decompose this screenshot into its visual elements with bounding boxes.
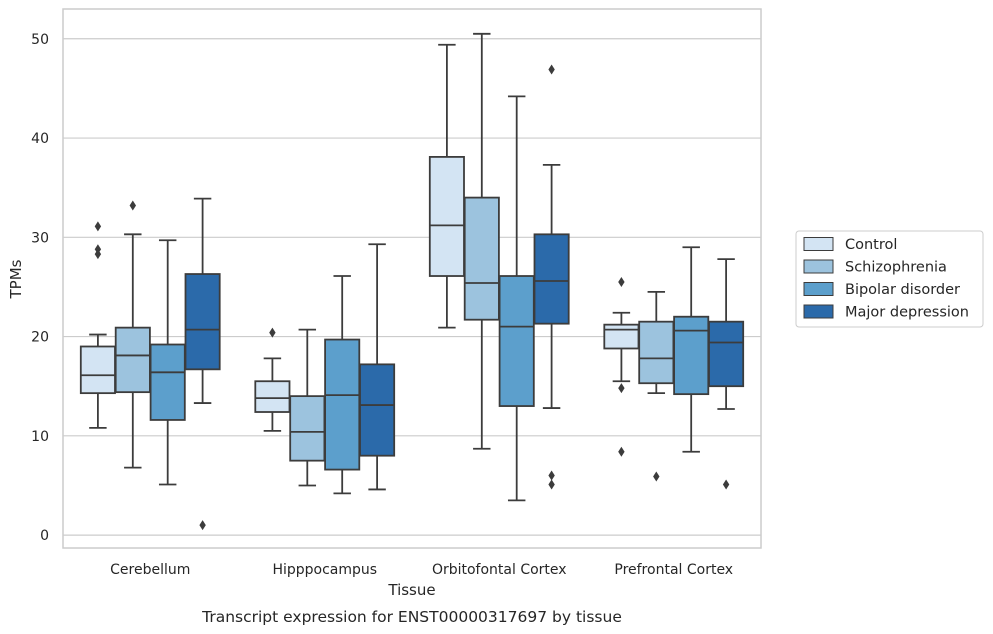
outlier-point bbox=[722, 479, 730, 490]
outlier-point bbox=[129, 200, 136, 211]
outlier-point bbox=[548, 64, 555, 75]
x-tick-label: Orbitofontal Cortex bbox=[432, 562, 567, 578]
iqr-box bbox=[289, 395, 326, 462]
y-gridlines bbox=[63, 38, 761, 536]
y-tick-label: 30 bbox=[31, 230, 49, 246]
y-axis-label: TPMs bbox=[7, 259, 25, 299]
y-tick-label: 0 bbox=[40, 528, 49, 544]
y-tick-label: 10 bbox=[31, 429, 49, 445]
legend: Control Schizophrenia Bipolar disorder Majo… bbox=[795, 230, 984, 328]
x-tick-label: Prefrontal Cortex bbox=[614, 562, 733, 578]
box-group bbox=[184, 197, 221, 531]
x-tick-labels: Cerebellum Hipppocampus Orbitofontal Corte… bbox=[110, 562, 733, 578]
iqr-box bbox=[673, 315, 710, 396]
outlier-point bbox=[269, 327, 276, 338]
box-group bbox=[533, 64, 570, 490]
outlier-point bbox=[618, 446, 625, 457]
outlier-point bbox=[618, 383, 625, 394]
box-group bbox=[638, 291, 675, 482]
box-group bbox=[428, 43, 465, 329]
x-axis-label: Tissue bbox=[387, 581, 435, 599]
iqr-box bbox=[603, 323, 640, 350]
box-group bbox=[324, 275, 361, 495]
legend-label: Bipolar disorder bbox=[845, 282, 960, 298]
box-group bbox=[463, 32, 500, 450]
legend-swatch bbox=[803, 304, 834, 319]
plot-frame bbox=[62, 8, 762, 549]
chart-caption: Transcript expression for ENST0000031769… bbox=[201, 608, 622, 626]
y-tick-label: 40 bbox=[31, 131, 49, 147]
iqr-box bbox=[79, 345, 116, 395]
iqr-box bbox=[324, 338, 361, 471]
box-group bbox=[359, 243, 396, 491]
legend-frame bbox=[795, 230, 984, 328]
outlier-point bbox=[548, 479, 555, 490]
box-group bbox=[673, 246, 710, 453]
iqr-box bbox=[428, 156, 465, 277]
x-tick-label: Hipppocampus bbox=[272, 562, 377, 578]
iqr-box bbox=[533, 233, 570, 325]
outlier-point bbox=[94, 221, 102, 232]
plot-background bbox=[63, 9, 761, 548]
legend-swatch bbox=[803, 259, 834, 274]
legend-swatch bbox=[803, 282, 834, 296]
iqr-box bbox=[359, 363, 396, 457]
iqr-box bbox=[254, 380, 291, 413]
y-tick-label: 50 bbox=[31, 32, 49, 48]
legend-label: Schizophrenia bbox=[845, 260, 947, 276]
outlier-point bbox=[548, 470, 555, 481]
iqr-box bbox=[114, 326, 151, 394]
y-tick-label: 20 bbox=[31, 330, 49, 346]
outlier-point bbox=[618, 276, 625, 287]
outlier-point bbox=[653, 471, 660, 482]
iqr-box bbox=[149, 343, 186, 421]
legend-swatch bbox=[803, 237, 834, 251]
legend-label: Major depression bbox=[845, 305, 969, 321]
iqr-box bbox=[463, 196, 500, 321]
iqr-box bbox=[638, 320, 675, 385]
iqr-box bbox=[498, 275, 535, 407]
box-series bbox=[79, 32, 745, 531]
outlier-point bbox=[94, 244, 102, 255]
box-group bbox=[603, 276, 640, 457]
box-group bbox=[708, 258, 745, 490]
y-tick-labels: 0 10 20 30 40 50 bbox=[31, 32, 49, 544]
iqr-box bbox=[708, 320, 745, 388]
x-tick-label: Cerebellum bbox=[110, 562, 190, 578]
outlier-point bbox=[199, 520, 206, 531]
box-group bbox=[498, 95, 535, 502]
legend-label: Control bbox=[845, 237, 897, 253]
iqr-box bbox=[184, 273, 221, 371]
box-group bbox=[149, 239, 186, 486]
